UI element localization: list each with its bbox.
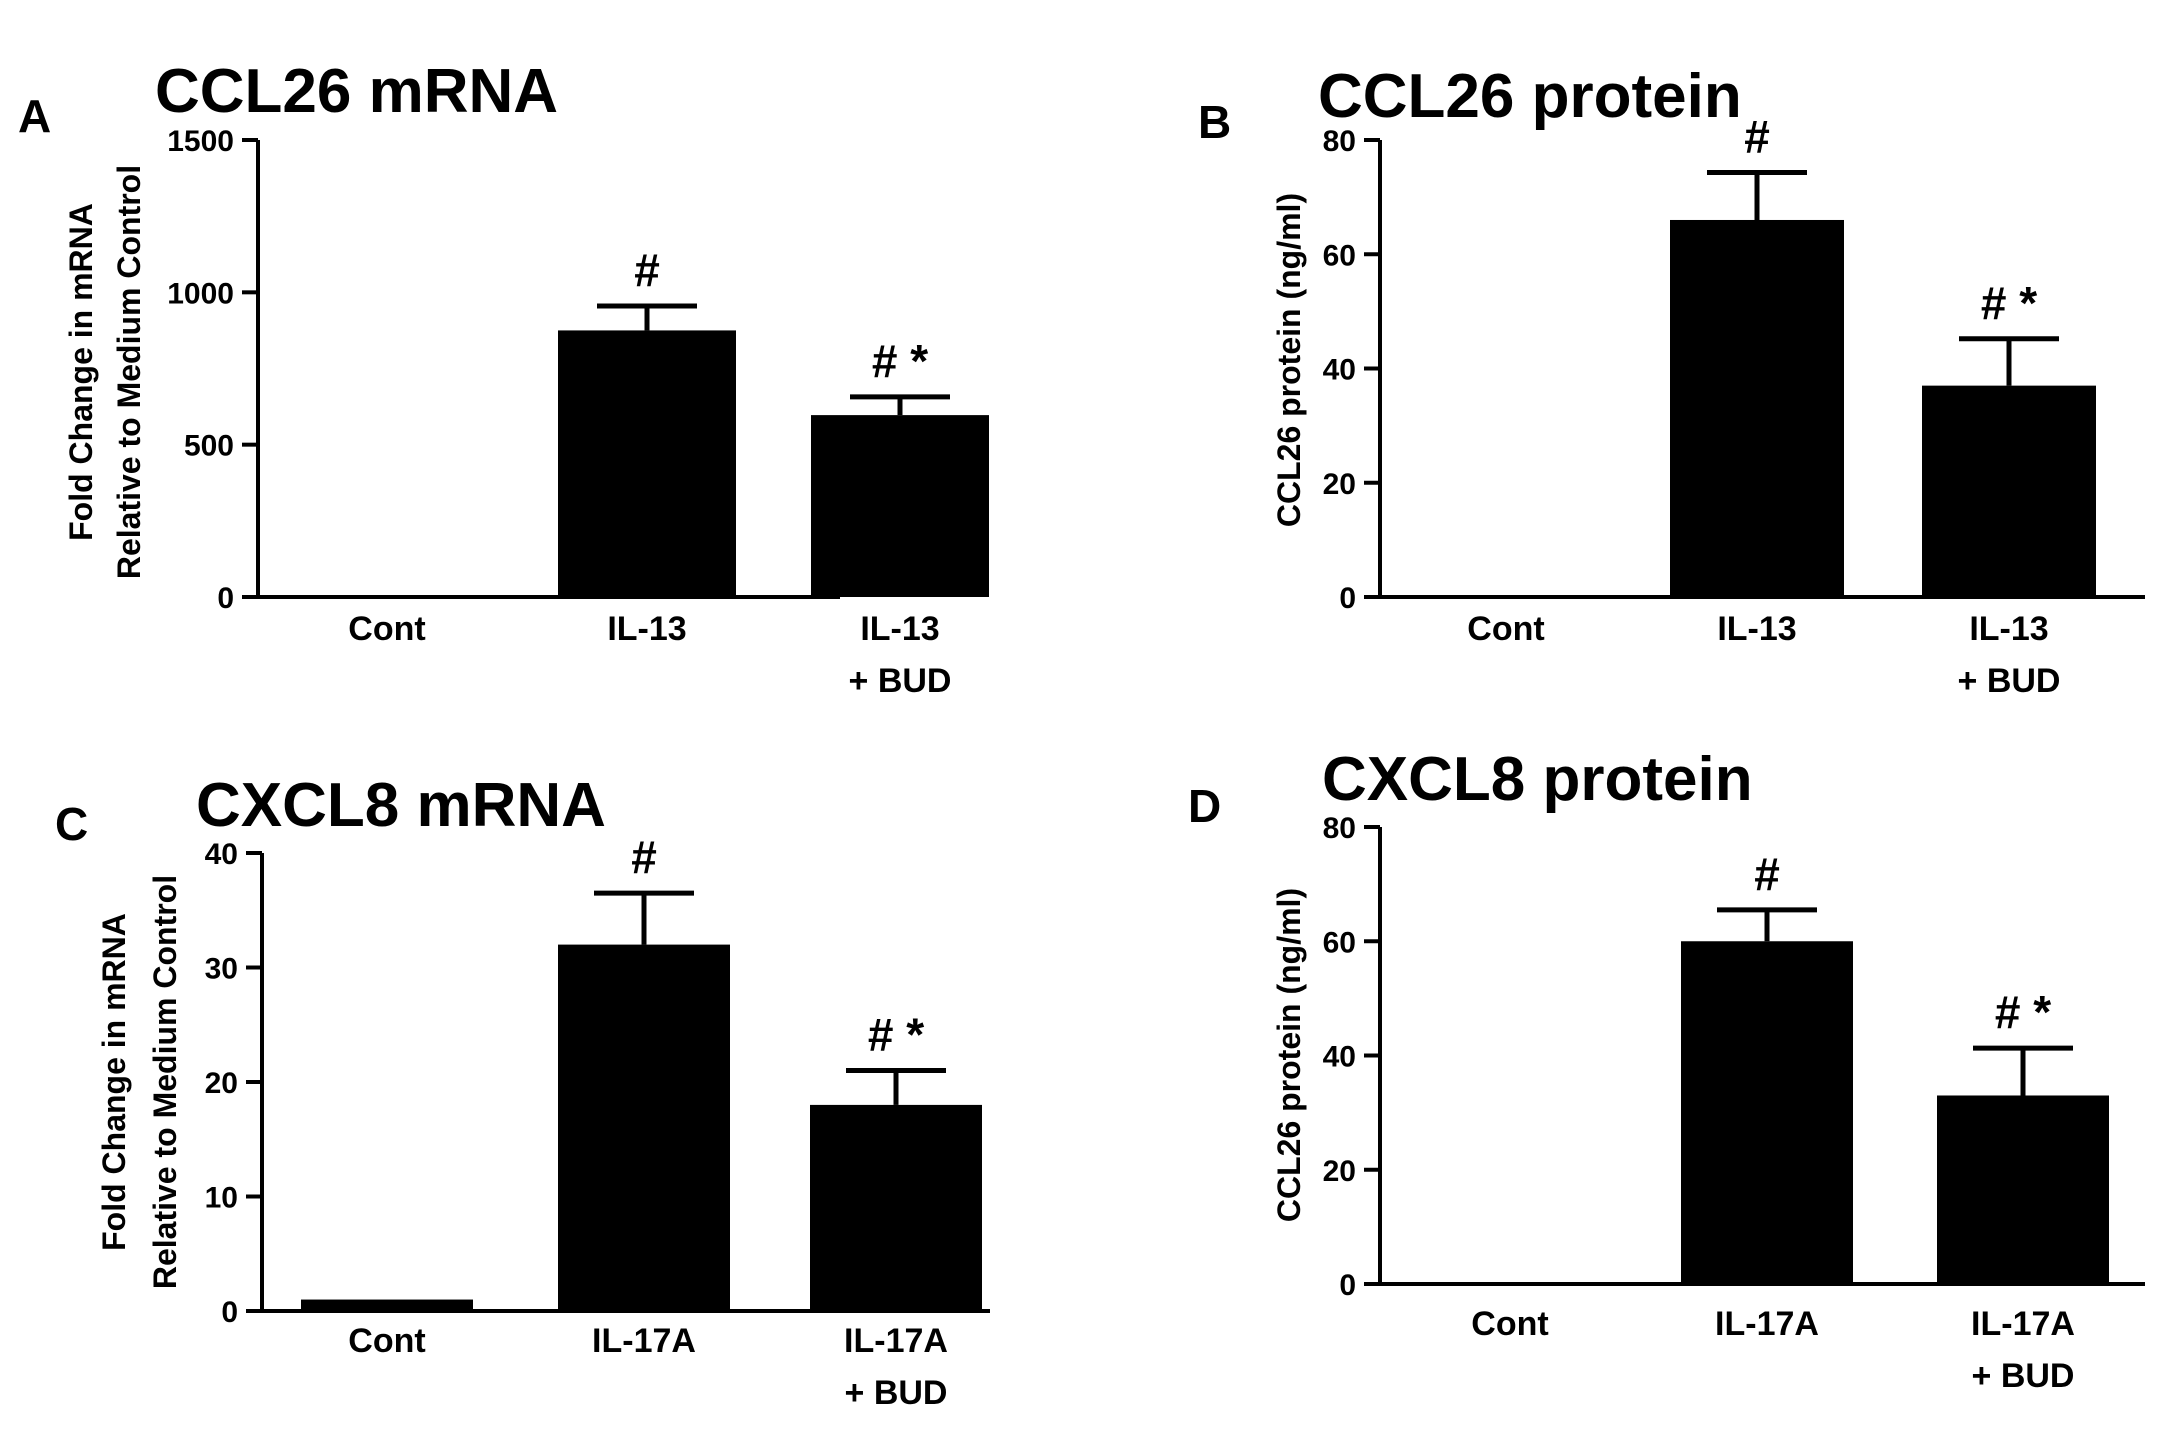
y-tick-label: 0: [1339, 1269, 1356, 1302]
significance-marker: # *: [872, 335, 928, 387]
x-tick-label: IL-17A: [1971, 1305, 2075, 1343]
y-tick-label: 40: [1323, 354, 1356, 387]
y-tick-label: 0: [1339, 582, 1356, 615]
x-tick-label: + BUD: [1958, 662, 2061, 700]
bar-cont: [301, 1299, 473, 1311]
bar-il-13-bud: [1922, 385, 2096, 597]
bar-il-17a-bud: [810, 1104, 982, 1311]
x-tick-label: IL-13: [1969, 610, 2048, 648]
chart-title: CCL26 protein: [1318, 62, 1742, 131]
chart-title: CXCL8 mRNA: [196, 771, 606, 840]
panel-letter: A: [18, 90, 51, 142]
bar-il-13-bud: [811, 415, 989, 597]
panel-d: D CXCL8 protein CCL26 protein (ng/ml) 0 20 40…: [1188, 745, 2145, 1395]
chart-title: CCL26 mRNA: [155, 57, 558, 126]
x-tick-label: + BUD: [845, 1374, 948, 1412]
chart-title: CXCL8 protein: [1322, 745, 1753, 814]
y-tick-label: 40: [1323, 1041, 1356, 1074]
y-tick-label: 30: [205, 953, 238, 986]
bar-il-17a: [558, 944, 730, 1311]
y-tick-label: 40: [205, 838, 238, 871]
significance-marker: #: [1744, 111, 1770, 163]
y-tick-label: 20: [205, 1067, 238, 1100]
panel-letter: C: [55, 798, 88, 850]
x-tick-label: IL-17A: [1715, 1305, 1819, 1343]
panel-c: C CXCL8 mRNA Fold Change in mRNA Relative t…: [55, 771, 990, 1412]
y-axis-label: CCL26 protein (ng/ml): [1271, 888, 1307, 1222]
y-tick-label: 0: [217, 582, 234, 615]
y-tick-label: 80: [1323, 125, 1356, 158]
significance-marker: #: [631, 831, 657, 883]
significance-marker: #: [634, 244, 660, 296]
y-tick-label: 0: [221, 1296, 238, 1329]
x-tick-label: IL-17A: [592, 1322, 696, 1360]
x-tick-label: IL-13: [1717, 610, 1796, 648]
significance-marker: # *: [1995, 986, 2051, 1038]
x-tick-label: IL-13: [607, 610, 686, 648]
y-tick-label: 80: [1323, 812, 1356, 845]
bar-il-13: [558, 330, 736, 597]
panel-a: A CCL26 mRNA Fold Change in mRNA Relative t…: [18, 57, 989, 700]
bar-il-17a: [1681, 941, 1853, 1284]
y-tick-label: 20: [1323, 1155, 1356, 1188]
y-tick-label: 500: [184, 430, 234, 463]
significance-marker: # *: [868, 1009, 924, 1061]
y-axis-label: Fold Change in mRNA: [96, 913, 132, 1251]
panel-letter: D: [1188, 780, 1221, 832]
significance-marker: # *: [1981, 277, 2037, 329]
y-axis-label: Relative to Medium Control: [147, 875, 183, 1289]
x-tick-label: Cont: [348, 1322, 425, 1360]
panel-letter: B: [1198, 96, 1231, 148]
x-tick-label: IL-17A: [844, 1322, 948, 1360]
x-tick-label: Cont: [1471, 1305, 1548, 1343]
y-axis-label: CCL26 protein (ng/ml): [1271, 193, 1307, 527]
bar-il-17a-bud: [1937, 1095, 2109, 1284]
x-tick-label: + BUD: [849, 662, 952, 700]
y-tick-label: 60: [1323, 926, 1356, 959]
y-tick-label: 1500: [167, 125, 234, 158]
x-tick-label: Cont: [1467, 610, 1544, 648]
x-tick-label: + BUD: [1972, 1357, 2075, 1395]
y-tick-label: 1000: [167, 277, 234, 310]
y-axis-label: Relative to Medium Control: [111, 165, 147, 579]
x-tick-label: IL-13: [860, 610, 939, 648]
y-tick-label: 60: [1323, 239, 1356, 272]
x-tick-label: Cont: [348, 610, 425, 648]
panel-b: B CCL26 protein CCL26 protein (ng/ml) 0 20 40…: [1198, 62, 2145, 700]
y-tick-label: 20: [1323, 468, 1356, 501]
y-axis-label: Fold Change in mRNA: [63, 203, 99, 541]
significance-marker: #: [1754, 848, 1780, 900]
bar-il-13: [1670, 219, 1844, 597]
y-tick-label: 10: [205, 1182, 238, 1215]
